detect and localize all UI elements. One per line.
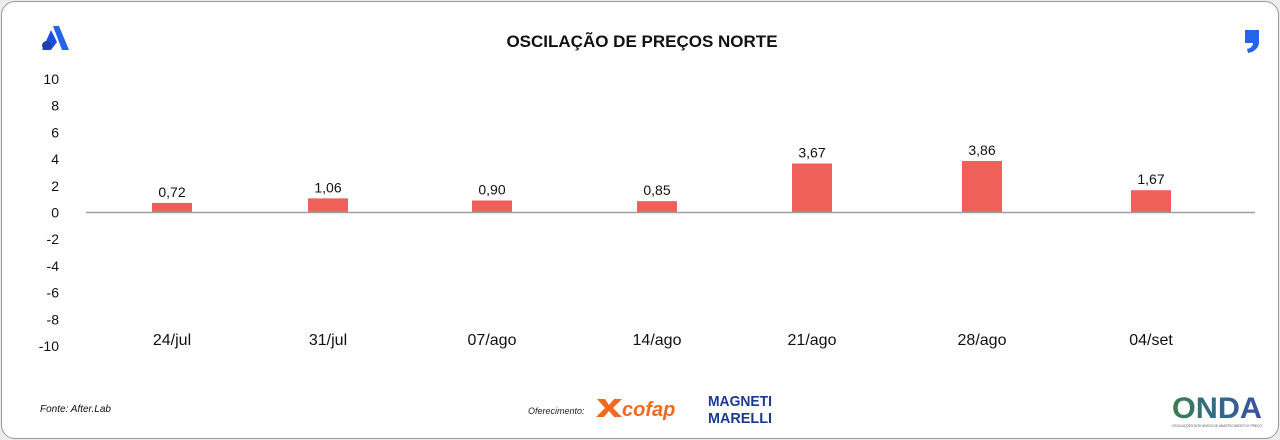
bar: [637, 201, 677, 213]
y-tick-label: -6: [47, 285, 60, 301]
bar-value-label: 0,72: [158, 184, 185, 200]
bar: [792, 163, 832, 213]
x-category-label: 24/jul: [153, 332, 191, 349]
x-category-label: 28/ago: [958, 332, 1007, 349]
y-tick-label: 10: [43, 71, 59, 87]
chart-title: OSCILAÇÃO DE PREÇOS NORTE: [506, 32, 778, 51]
onda-wordmark: ONDA: [1172, 392, 1262, 425]
y-tick-label: -10: [39, 338, 59, 354]
x-category-label: 04/set: [1129, 332, 1173, 349]
y-tick-label: 8: [51, 98, 59, 114]
bar-value-label: 1,67: [1137, 171, 1164, 187]
bar: [962, 160, 1002, 213]
y-tick-label: -8: [47, 311, 60, 327]
a-logo-icon: [40, 24, 70, 52]
y-tick-label: 6: [51, 124, 59, 140]
x-category-label: 31/jul: [309, 332, 347, 349]
x-category-label: 07/ago: [468, 332, 517, 349]
bar: [1131, 190, 1171, 213]
sponsor-label: Oferecimento:: [528, 406, 585, 416]
y-tick-label: 0: [51, 205, 59, 221]
bar-value-label: 3,86: [968, 142, 995, 158]
y-tick-label: 4: [51, 151, 59, 167]
bar: [152, 202, 192, 213]
x-category-label: 21/ago: [788, 332, 837, 349]
cofap-wordmark: cofap: [622, 399, 675, 421]
magneti-line1: MAGNETI: [708, 393, 772, 410]
magneti-line2: MARELLI: [708, 410, 772, 426]
y-tick-label: -2: [47, 231, 60, 247]
quote-mark-icon: [1242, 28, 1262, 54]
onda-tagline: OSCILAÇÕES NOS NÍVEIS DE ABASTECIMENTO E…: [1172, 423, 1263, 428]
cofap-logo: cofap: [595, 395, 699, 421]
bar-value-label: 3,67: [798, 145, 825, 161]
bar-value-label: 1,06: [314, 179, 341, 195]
bar: [472, 200, 512, 213]
onda-logo: ONDA OSCILAÇÕES NOS NÍVEIS DE ABASTECIME…: [1170, 390, 1265, 432]
bar-value-label: 0,90: [478, 181, 505, 197]
magneti-marelli-logo: MAGNETI MARELLI: [706, 390, 774, 427]
y-tick-label: -4: [47, 258, 60, 274]
y-tick-label: 2: [51, 178, 59, 194]
bar: [308, 198, 348, 213]
x-category-label: 14/ago: [633, 332, 682, 349]
bar-value-label: 0,85: [643, 182, 670, 198]
source-note: Fonte: After.Lab: [40, 404, 111, 415]
